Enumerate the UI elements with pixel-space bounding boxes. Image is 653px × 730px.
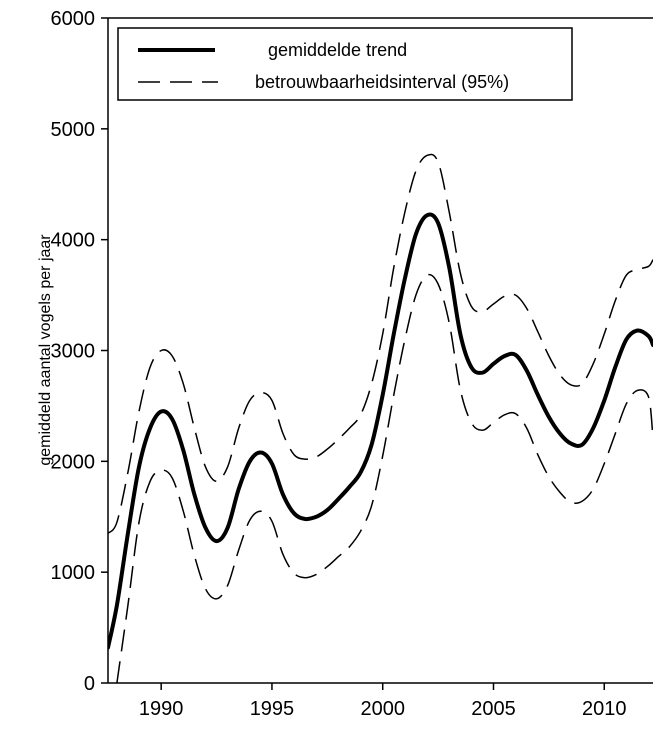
legend-box <box>117 27 573 101</box>
y-axis: 0 1000 2000 3000 4000 5000 6000 <box>51 8 108 695</box>
series-ci-lower <box>116 273 653 683</box>
x-tick-label: 2000 <box>360 698 405 720</box>
series-ci-upper <box>108 153 653 534</box>
x-tick-label: 1990 <box>139 698 184 720</box>
series-layer <box>108 153 653 683</box>
y-tick-label: 2000 <box>51 451 96 473</box>
legend: gemiddelde trend betrouwbaarheidsinterva… <box>117 27 573 101</box>
y-tick-label: 1000 <box>51 562 96 584</box>
legend-label-trend: gemiddelde trend <box>268 40 407 60</box>
y-tick-label: 0 <box>84 673 95 695</box>
x-tick-label: 2010 <box>582 698 627 720</box>
x-axis: 1990 1995 2000 2005 2010 <box>139 683 627 720</box>
y-tick-label: 4000 <box>51 230 96 252</box>
y-tick-label: 3000 <box>51 341 96 363</box>
x-tick-label: 1995 <box>250 698 295 720</box>
y-tick-label: 5000 <box>51 119 96 141</box>
y-axis-label: gemiddeld aantal vogels per jaar <box>37 234 54 466</box>
y-tick-label: 6000 <box>51 8 96 30</box>
x-tick-label: 2005 <box>471 698 516 720</box>
legend-label-interval: betrouwbaarheidsinterval (95%) <box>255 72 509 92</box>
series-mean-trend <box>108 212 653 650</box>
